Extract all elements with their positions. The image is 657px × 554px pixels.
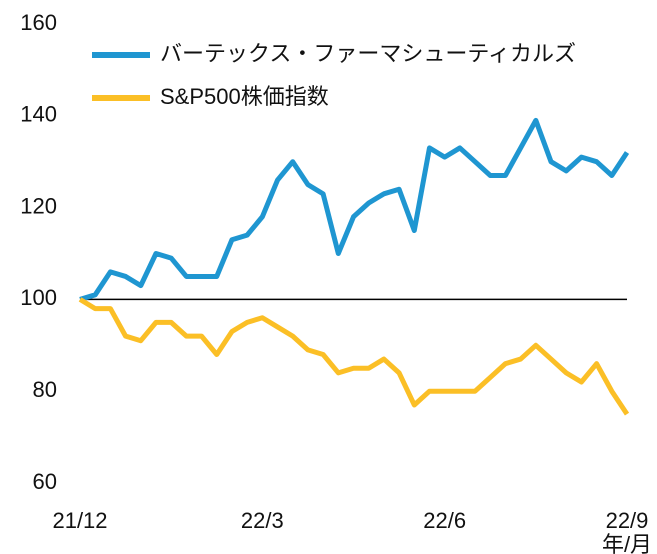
y-tick-label: 160: [20, 10, 57, 35]
x-axis-label: 年/月: [602, 532, 652, 554]
y-tick-label: 100: [20, 285, 57, 310]
legend-label: S&P500株価指数: [160, 84, 329, 109]
y-tick-label: 60: [33, 469, 57, 494]
series-line: [79, 117, 630, 302]
y-tick-label: 120: [20, 193, 57, 218]
x-tick-label: 22/9: [606, 508, 649, 533]
legend-label: バーテックス・ファーマシューティカルズ: [160, 41, 576, 66]
x-tick-label: 21/12: [52, 508, 107, 533]
y-tick-label: 140: [20, 102, 57, 127]
y-tick-label: 80: [33, 377, 57, 402]
x-tick-label: 22/6: [423, 508, 466, 533]
x-tick-label: 22/3: [241, 508, 284, 533]
series-line: [78, 297, 630, 416]
